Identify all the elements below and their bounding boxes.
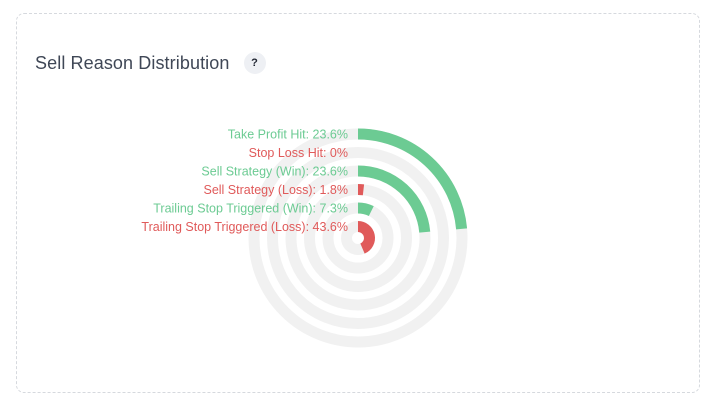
bar-take-profit-hit[interactable] (357, 128, 468, 230)
series-label: Take Profit Hit: 23.6% (228, 128, 348, 142)
ring-track (267, 147, 449, 329)
series-label: Trailing Stop Triggered (Win): 7.3% (153, 202, 348, 216)
series-label: Sell Strategy (Win): 23.6% (201, 165, 348, 179)
ring-track (322, 202, 394, 274)
series-label: Trailing Stop Triggered (Loss): 43.6% (141, 220, 348, 234)
card-header: Sell Reason Distribution ? (35, 52, 266, 74)
series-label: Stop Loss Hit: 0% (249, 146, 348, 160)
chart-bars (357, 128, 468, 254)
bar-sell-strategy-win[interactable] (357, 165, 431, 233)
series-label: Sell Strategy (Loss): 1.8% (203, 183, 348, 197)
bar-trailing-stop-triggered-loss[interactable] (357, 221, 375, 254)
chart-labels: Take Profit Hit: 23.6% Stop Loss Hit: 0% S… (141, 128, 348, 235)
card-title: Sell Reason Distribution (35, 52, 230, 73)
help-button[interactable]: ? (243, 52, 266, 74)
bar-trailing-stop-triggered-win[interactable] (357, 202, 374, 217)
